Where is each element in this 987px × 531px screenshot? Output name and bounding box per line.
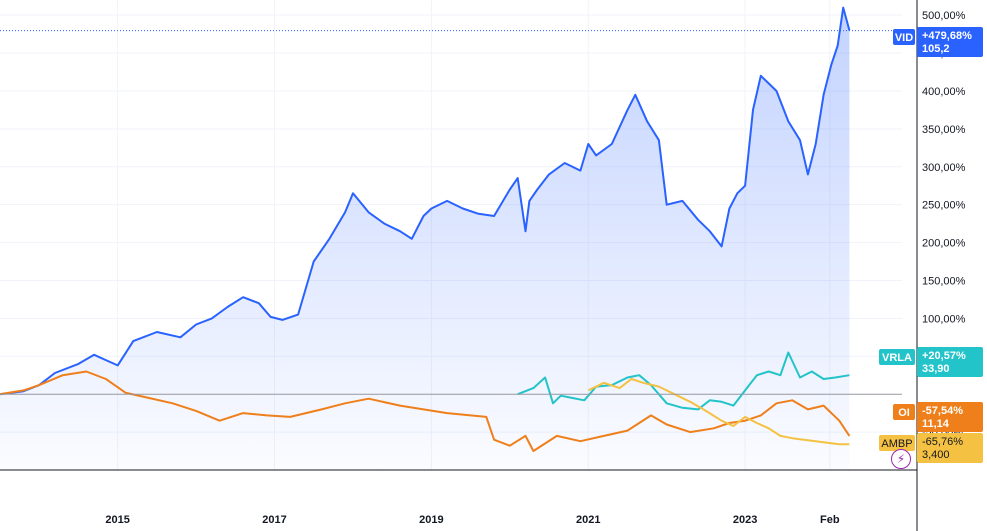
series-line-vid [0, 6, 851, 396]
x-tick-label: 2023 [733, 514, 757, 526]
x-tick-label: 2019 [419, 514, 443, 526]
x-tick-label: 2015 [105, 514, 129, 526]
y-tick-label: 250,00% [922, 200, 966, 212]
series-name-label: VID [895, 32, 913, 44]
y-tick-label: 400,00% [922, 86, 966, 98]
y-tick-label: 500,00% [922, 10, 966, 22]
x-axis-labels: 2015 2017 2019 2021 2023 Feb [105, 514, 839, 526]
series-change-label: -57,54% [922, 405, 963, 417]
series-price-label: 33,90 [922, 363, 950, 375]
series-lines [0, 6, 851, 452]
series-tags: VID +479,68%105,2 VRLA +20,57%33,90 OI -57,54… [879, 27, 983, 463]
series-price-label: 11,14 [922, 418, 950, 430]
area-fills [0, 7, 850, 470]
series-value-tag-ambp [917, 433, 983, 463]
flash-icon[interactable]: ⚡ [891, 449, 911, 469]
y-tick-label: 350,00% [922, 124, 966, 136]
y-tick-label: 300,00% [922, 162, 966, 174]
series-name-label: OI [898, 407, 910, 419]
series-value-tag-vrla [917, 347, 983, 377]
x-tick-label: 2017 [262, 514, 286, 526]
series-name-tag-vrla [879, 349, 915, 365]
series-line-vrla [517, 351, 850, 411]
x-tick-label: 2021 [576, 514, 600, 526]
series-name-label: VRLA [882, 352, 912, 364]
series-area-vid [0, 7, 850, 470]
series-change-label: +479,68% [922, 30, 972, 42]
series-line-ambp [587, 378, 850, 446]
series-name-tag-vid [893, 29, 915, 45]
series-name-label: AMBP [881, 438, 912, 450]
y-tick-label: 150,00% [922, 275, 966, 287]
series-change-label: -65,76% [922, 436, 963, 448]
series-line-oi [0, 370, 851, 452]
series-price-label: 3,400 [922, 449, 950, 461]
series-name-tag-ambp [879, 435, 915, 451]
x-tick-label: Feb [820, 514, 840, 526]
series-value-tag-oi [917, 402, 983, 432]
series-change-label: +20,57% [922, 350, 966, 362]
series-value-tag-vid [917, 27, 983, 57]
y-tick-label: 100,00% [922, 313, 966, 325]
series-name-tag-oi [893, 404, 915, 420]
series-price-label: 105,2 [922, 43, 950, 55]
y-tick-label: 200,00% [922, 238, 966, 250]
